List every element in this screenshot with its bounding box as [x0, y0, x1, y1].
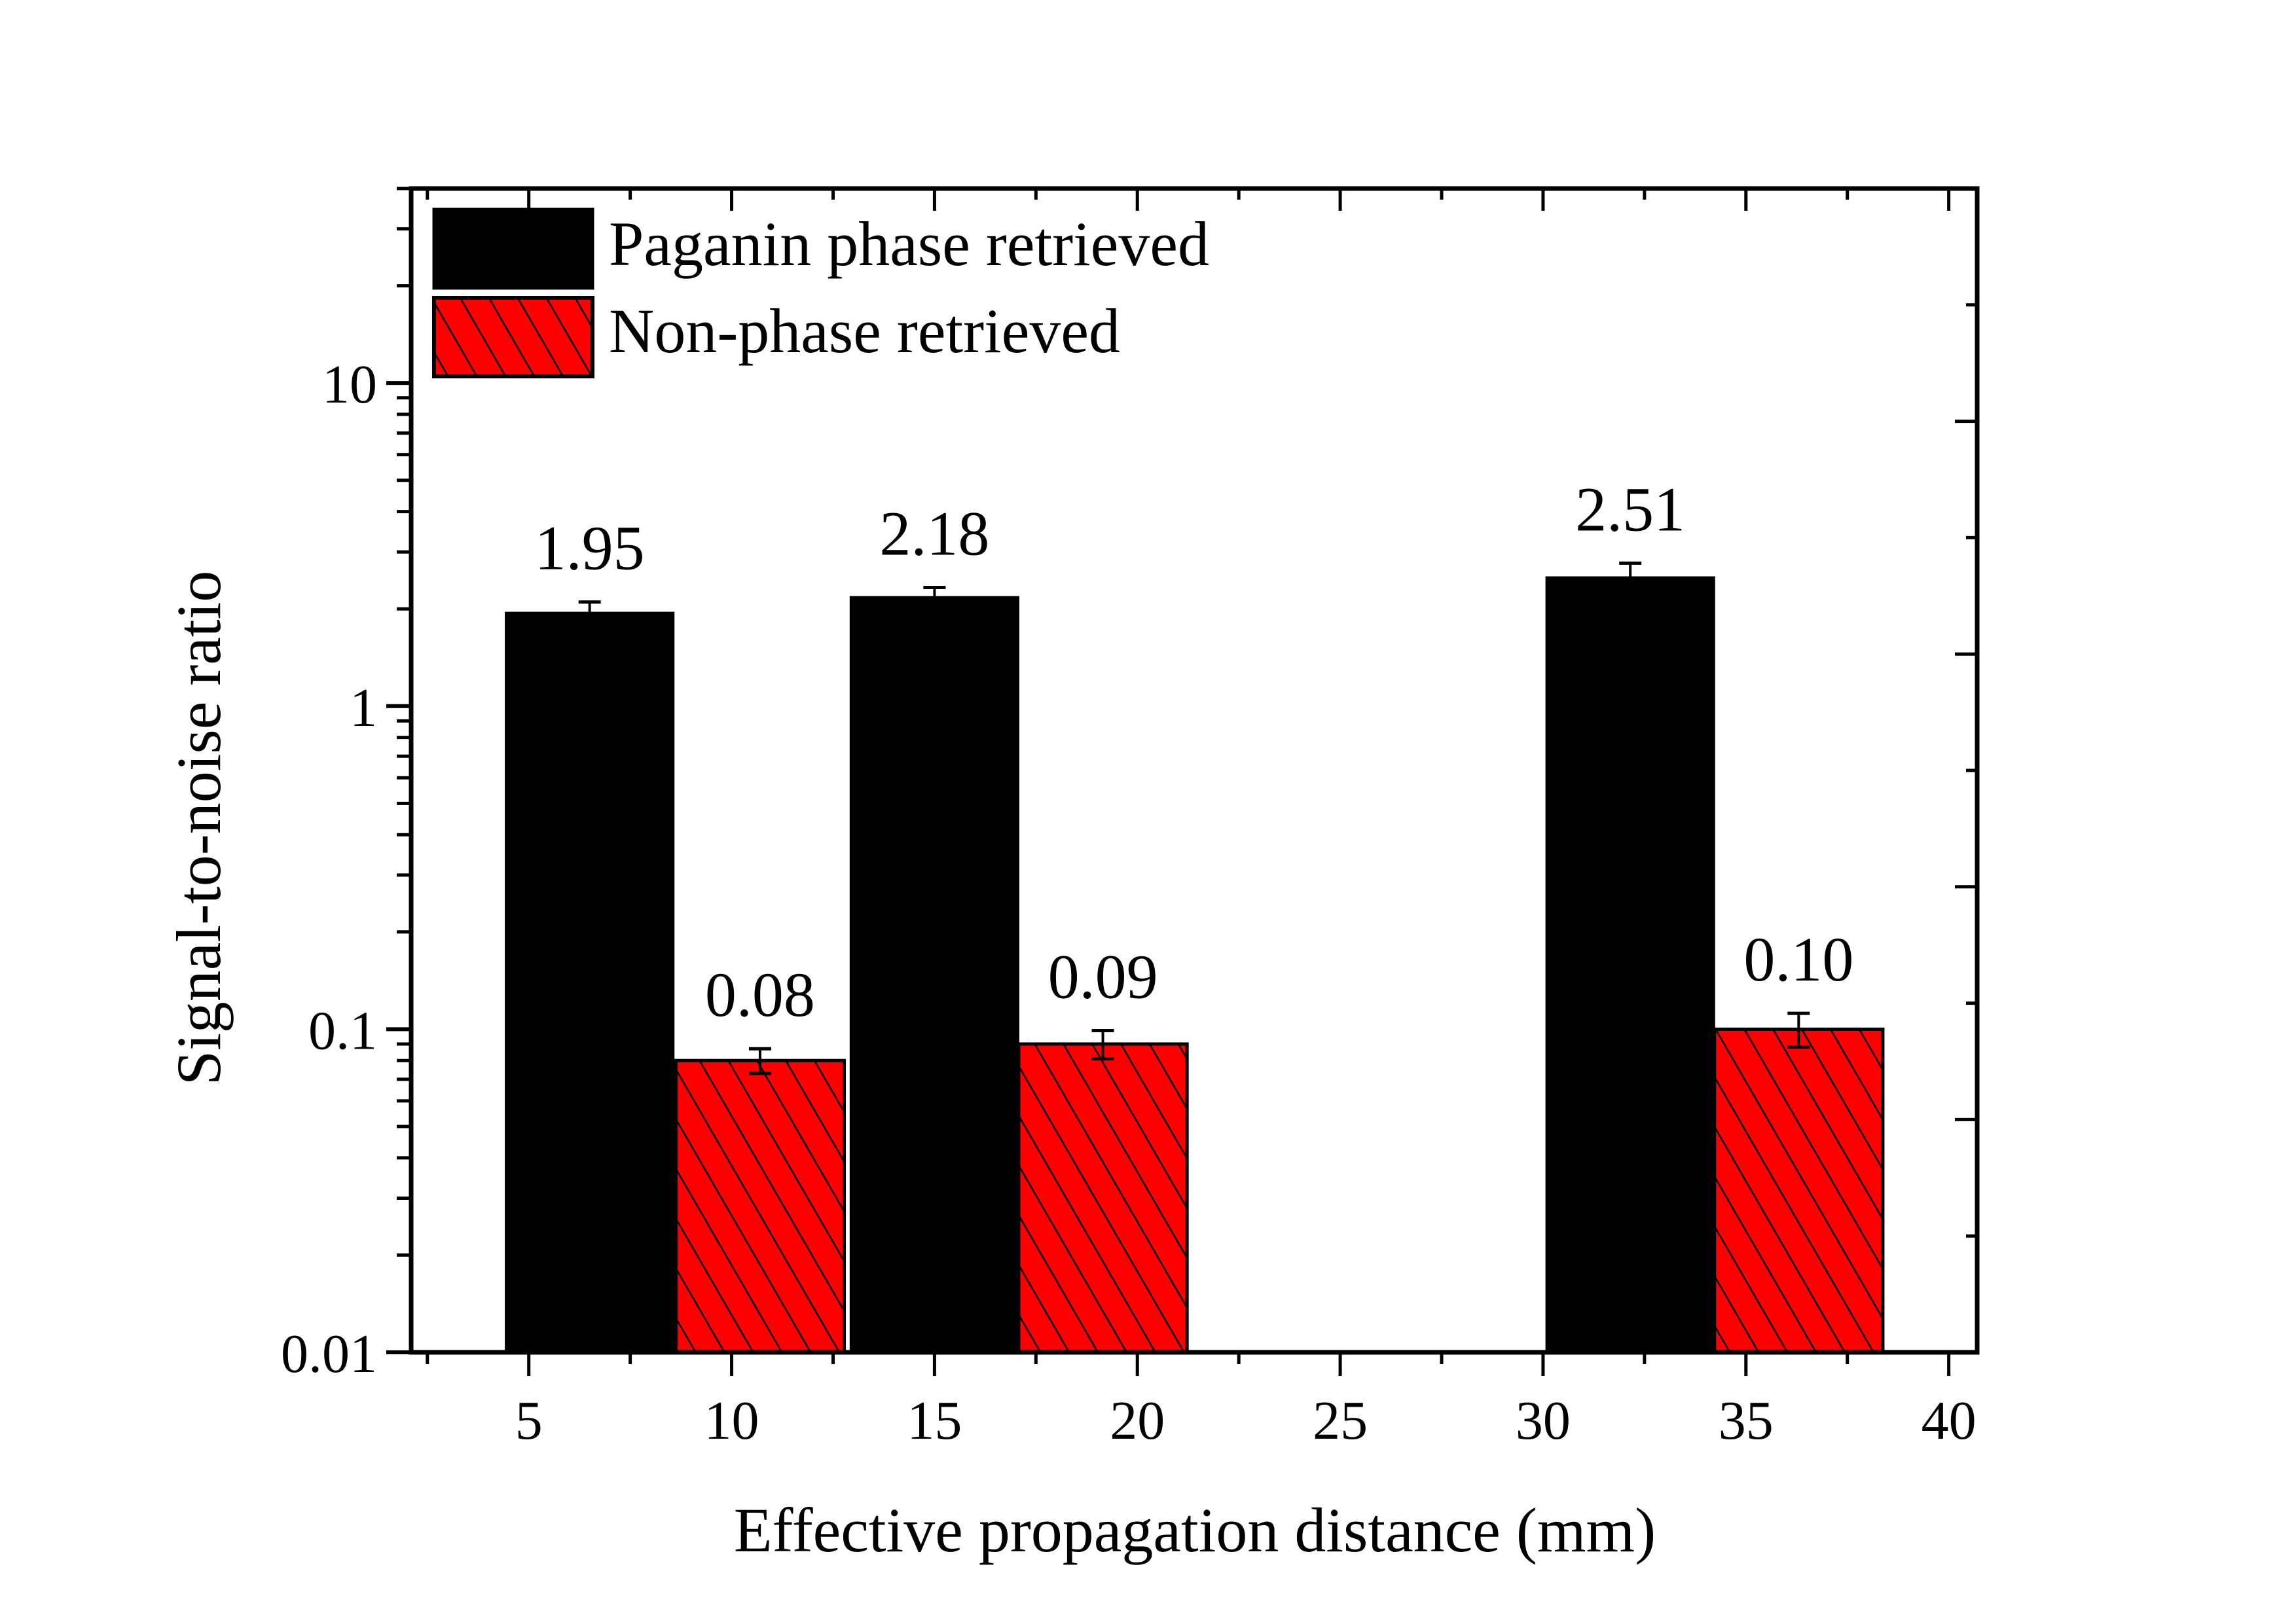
- x-tick-label: 30: [1516, 1390, 1571, 1451]
- x-axis-label: Effective propagation distance (mm): [734, 1495, 1656, 1565]
- axes-layer: 0.01 0.1 1 10 5 10 15 20 25 30 35 40: [281, 186, 1980, 1451]
- y-tick-label: 10: [322, 354, 377, 415]
- bars-layer: [505, 576, 1885, 1354]
- y-tick-label: 1: [350, 677, 377, 738]
- bar-paganin: [849, 596, 1019, 1354]
- x-tick-label: 40: [1922, 1390, 1977, 1451]
- x-tick-label: 20: [1110, 1390, 1165, 1451]
- bar-non-phase: [1713, 1027, 1885, 1354]
- x-tick-label: 35: [1719, 1390, 1774, 1451]
- bar-paganin: [505, 611, 675, 1353]
- y-axis-label: Signal-to-noise ratio: [164, 571, 234, 1086]
- x-tick-label: 5: [515, 1390, 543, 1451]
- bar-paganin: [1545, 576, 1715, 1353]
- legend-swatch-paganin: [432, 207, 594, 290]
- x-tick-label: 25: [1313, 1390, 1368, 1451]
- bar-non-phase: [1017, 1042, 1189, 1354]
- y-tick-label: 0.1: [308, 1000, 377, 1061]
- legend-label-non-phase: Non-phase retrieved: [609, 296, 1120, 366]
- bar-non-phase: [674, 1058, 847, 1354]
- data-label: 0.09: [1048, 942, 1158, 1012]
- data-label: 1.95: [535, 513, 645, 583]
- x-tick-label: 15: [907, 1390, 962, 1451]
- legend-label-paganin: Paganin phase retrieved: [609, 209, 1209, 279]
- error-bars-layer: [578, 561, 1810, 1075]
- data-label: 0.08: [705, 960, 815, 1030]
- data-label: 0.10: [1743, 924, 1853, 994]
- x-tick-label: 10: [704, 1390, 759, 1451]
- legend: Paganin phase retrieved Non-phase retrie…: [432, 207, 1209, 378]
- legend-swatch-non-phase: [432, 296, 594, 378]
- data-labels-layer: 1.95 2.18 2.51 0.08 0.09 0.10: [535, 474, 1854, 1030]
- data-label: 2.18: [879, 498, 989, 568]
- data-label: 2.51: [1575, 474, 1685, 544]
- y-tick-label: 0.01: [281, 1324, 377, 1384]
